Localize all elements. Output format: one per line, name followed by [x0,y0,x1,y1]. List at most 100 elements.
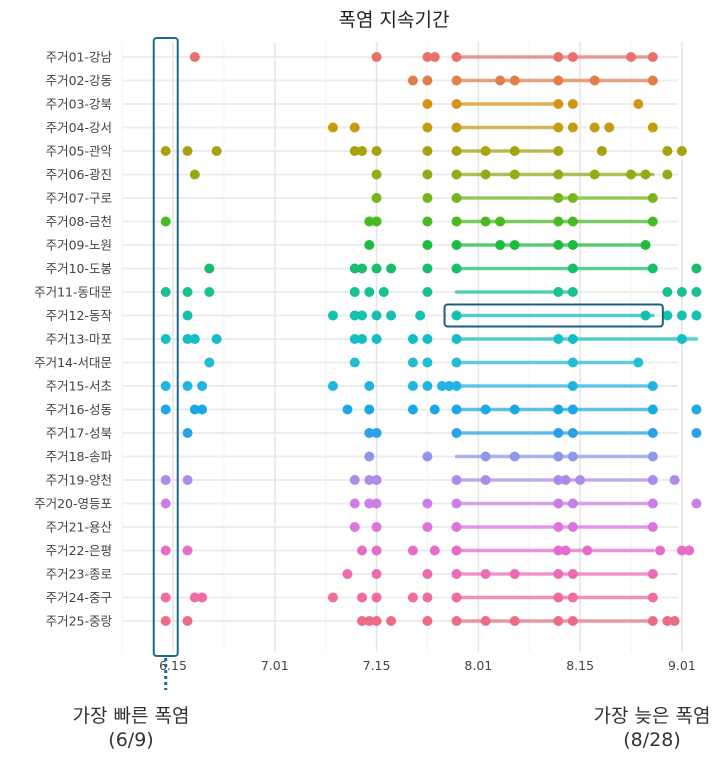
data-point [371,193,382,203]
annotation-date: (6/9) [108,729,153,751]
data-point [567,616,578,626]
data-point [553,287,564,297]
data-point [407,357,418,368]
data-point [211,334,222,344]
data-point [451,310,462,321]
data-point [160,146,171,156]
data-point [480,569,491,579]
data-point [669,616,680,626]
data-point [451,99,462,109]
data-point [451,404,462,415]
data-point [422,122,433,133]
data-point [407,592,418,603]
data-point [480,216,491,227]
data-point [451,475,462,485]
y-tick-label: 주거19-양천 [46,473,112,488]
data-point [567,404,578,415]
y-tick-label: 주거15-서초 [46,379,112,394]
data-point [553,569,564,579]
data-point [197,381,208,391]
data-point [553,616,564,626]
data-point [189,169,200,180]
data-point [589,122,600,133]
y-tick-label: 주거17-성북 [46,426,112,441]
data-point [691,404,702,415]
data-point [509,146,520,156]
data-point [567,287,578,297]
y-tick-label: 주거10-도봉 [46,261,112,276]
data-point [647,216,658,227]
annotation-label: 가장 늦은 폭염 [594,705,711,727]
data-point [509,169,520,180]
data-point [451,216,462,227]
data-point [662,146,673,156]
data-point [364,240,375,250]
data-point [691,428,702,438]
data-point [422,146,433,156]
data-point [422,522,433,532]
data-point [371,545,382,556]
data-point [451,52,462,62]
data-point [480,475,491,485]
data-point [647,498,658,509]
data-point [422,75,433,86]
data-point [509,240,520,250]
data-point [662,310,673,321]
data-point [676,287,687,297]
data-point [553,169,564,180]
data-point [160,381,171,391]
data-point [189,592,200,603]
x-tick-label: 6.15 [159,658,187,673]
data-point [407,545,418,556]
y-tick-label: 주거25-중랑 [46,614,113,629]
data-point [182,310,193,321]
data-point [567,569,578,579]
data-point [371,616,382,626]
data-point [509,451,520,462]
data-point [553,52,564,62]
data-point [480,451,491,462]
data-point [480,404,491,415]
data-point [189,404,200,415]
data-point [647,75,658,86]
data-point [553,146,564,156]
data-point [567,216,578,227]
data-point [647,522,658,532]
data-point [647,52,658,62]
data-point [451,193,462,203]
data-point [604,122,615,133]
data-point [560,475,571,485]
data-point [589,169,600,180]
data-point [567,428,578,438]
data-point [349,334,360,344]
highlight-box [443,303,664,328]
y-tick-label: 주거01-강남 [46,50,113,65]
data-point [407,404,418,415]
data-point [364,428,375,438]
data-point [422,498,433,509]
data-point [371,263,382,274]
data-point [422,357,433,368]
data-point [371,569,382,579]
data-point [495,216,506,227]
data-point [567,122,578,133]
data-point [451,122,462,133]
data-point [182,616,193,626]
data-point [160,334,171,344]
data-point [422,569,433,579]
data-point [364,451,375,462]
y-tick-label: 주거11-동대문 [34,285,112,300]
data-point [647,193,658,203]
data-point [429,404,440,415]
data-point [429,545,440,556]
data-point [575,475,586,485]
data-point [655,545,666,556]
data-point [509,616,520,626]
data-point [451,169,462,180]
data-point [553,404,564,415]
y-tick-label: 주거04-강서 [46,120,112,135]
y-tick-label: 주거09-노원 [46,238,112,253]
data-point [357,263,368,274]
data-point [422,99,433,109]
